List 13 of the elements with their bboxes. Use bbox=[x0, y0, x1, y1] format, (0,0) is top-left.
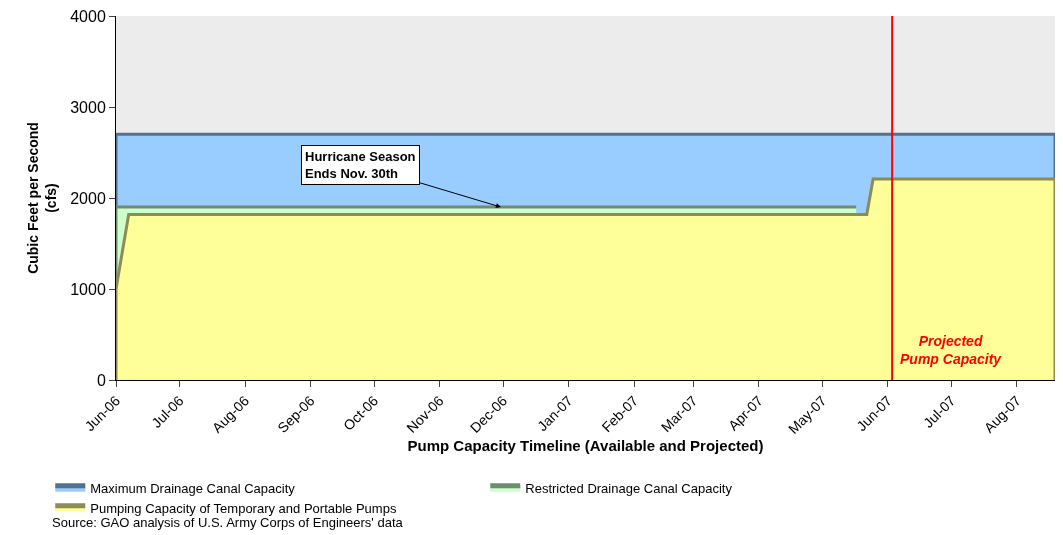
y-axis-title: Cubic Feet per Second (cfs) bbox=[24, 122, 59, 274]
legend-label: Maximum Drainage Canal Capacity bbox=[90, 480, 296, 496]
legend-label: Pumping Capacity of Temporary and Portable Pumps bbox=[90, 500, 397, 516]
annotation: Hurricane Season Ends Nov. 30th bbox=[305, 149, 416, 181]
x-axis-title: Pump Capacity Timeline (Available and Projected) bbox=[407, 436, 764, 454]
y-tick-label: 4000 bbox=[70, 7, 106, 25]
ref-line-label: Projected Pump Capacity bbox=[900, 333, 1003, 368]
source-note: Source: GAO analysis of U.S. Army Corps of Engineers' data bbox=[52, 515, 404, 530]
y-tick-label: 0 bbox=[96, 371, 106, 389]
legend-label: Restricted Drainage Canal Capacity bbox=[525, 480, 733, 496]
y-tick-label: 1000 bbox=[70, 280, 106, 298]
y-tick-label: 2000 bbox=[70, 189, 106, 207]
y-tick-label: 3000 bbox=[70, 98, 106, 116]
